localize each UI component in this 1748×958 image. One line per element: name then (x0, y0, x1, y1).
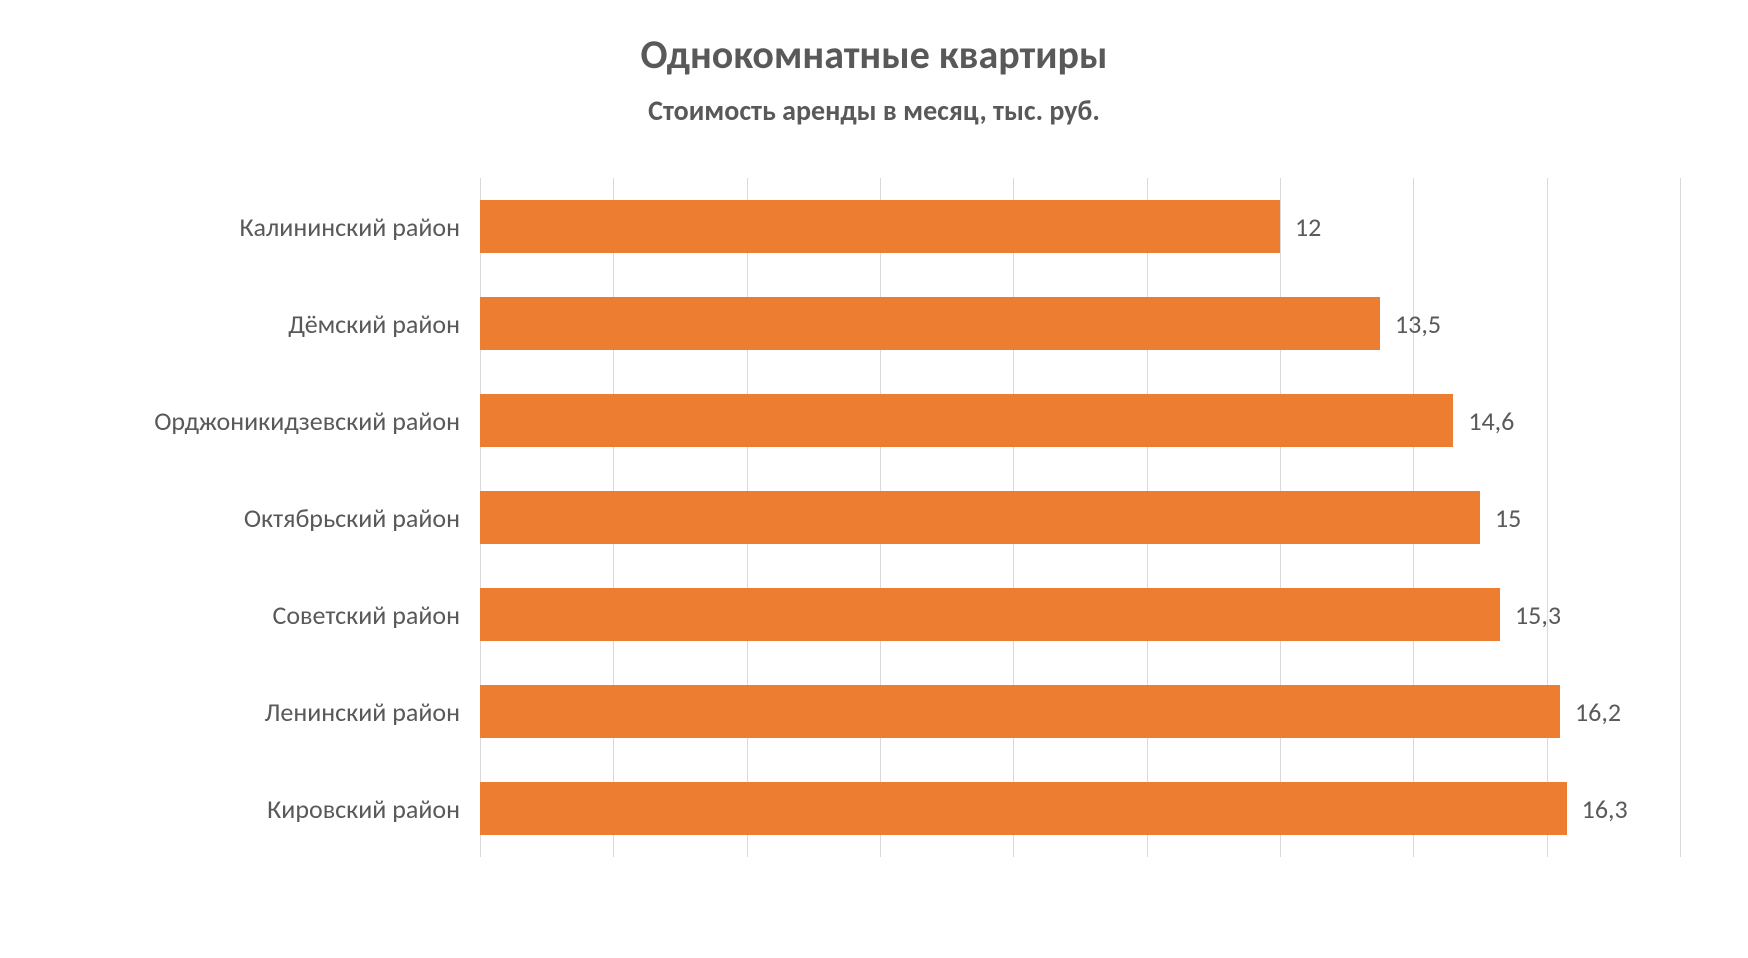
value-label: 13,5 (1395, 308, 1441, 340)
chart-row: Орджоникидзевский район 14,6 (60, 372, 1680, 469)
bar-zone: 15,3 (480, 566, 1680, 663)
category-label: Орджоникидзевский район (60, 405, 480, 437)
category-label: Дёмский район (60, 308, 480, 340)
bar-zone: 13,5 (480, 275, 1680, 372)
bar-zone: 14,6 (480, 372, 1680, 469)
value-label: 14,6 (1468, 405, 1514, 437)
category-label: Октябрьский район (60, 502, 480, 534)
chart-row: Ленинский район 16,2 (60, 663, 1680, 760)
value-label: 16,2 (1575, 696, 1621, 728)
chart-row: Калининский район 12 (60, 178, 1680, 275)
value-label: 15 (1495, 502, 1521, 534)
chart-row: Советский район 15,3 (60, 566, 1680, 663)
bar-zone: 16,3 (480, 760, 1680, 857)
plot-area: Калининский район 12 Дёмский район 13,5 Ордж… (60, 178, 1680, 857)
bar (480, 297, 1380, 350)
value-label: 15,3 (1515, 599, 1561, 631)
chart-container: Однокомнатные квартиры Стоимость аренды … (0, 0, 1748, 958)
chart-row: Дёмский район 13,5 (60, 275, 1680, 372)
chart-title: Однокомнатные квартиры (60, 30, 1688, 79)
category-label: Кировский район (60, 793, 480, 825)
category-label: Калининский район (60, 211, 480, 243)
bar (480, 394, 1453, 447)
value-label: 12 (1295, 211, 1321, 243)
bar-zone: 16,2 (480, 663, 1680, 760)
bar-zone: 12 (480, 178, 1680, 275)
bar (480, 200, 1280, 253)
category-label: Ленинский район (60, 696, 480, 728)
chart-row: Октябрьский район 15 (60, 469, 1680, 566)
bar-zone: 15 (480, 469, 1680, 566)
category-label: Советский район (60, 599, 480, 631)
value-label: 16,3 (1582, 793, 1628, 825)
bar (480, 491, 1480, 544)
chart-subtitle: Стоимость аренды в месяц, тыс. руб. (60, 93, 1688, 128)
bar (480, 685, 1560, 738)
chart-row: Кировский район 16,3 (60, 760, 1680, 857)
bar (480, 782, 1567, 835)
gridline (1680, 178, 1681, 857)
bar (480, 588, 1500, 641)
